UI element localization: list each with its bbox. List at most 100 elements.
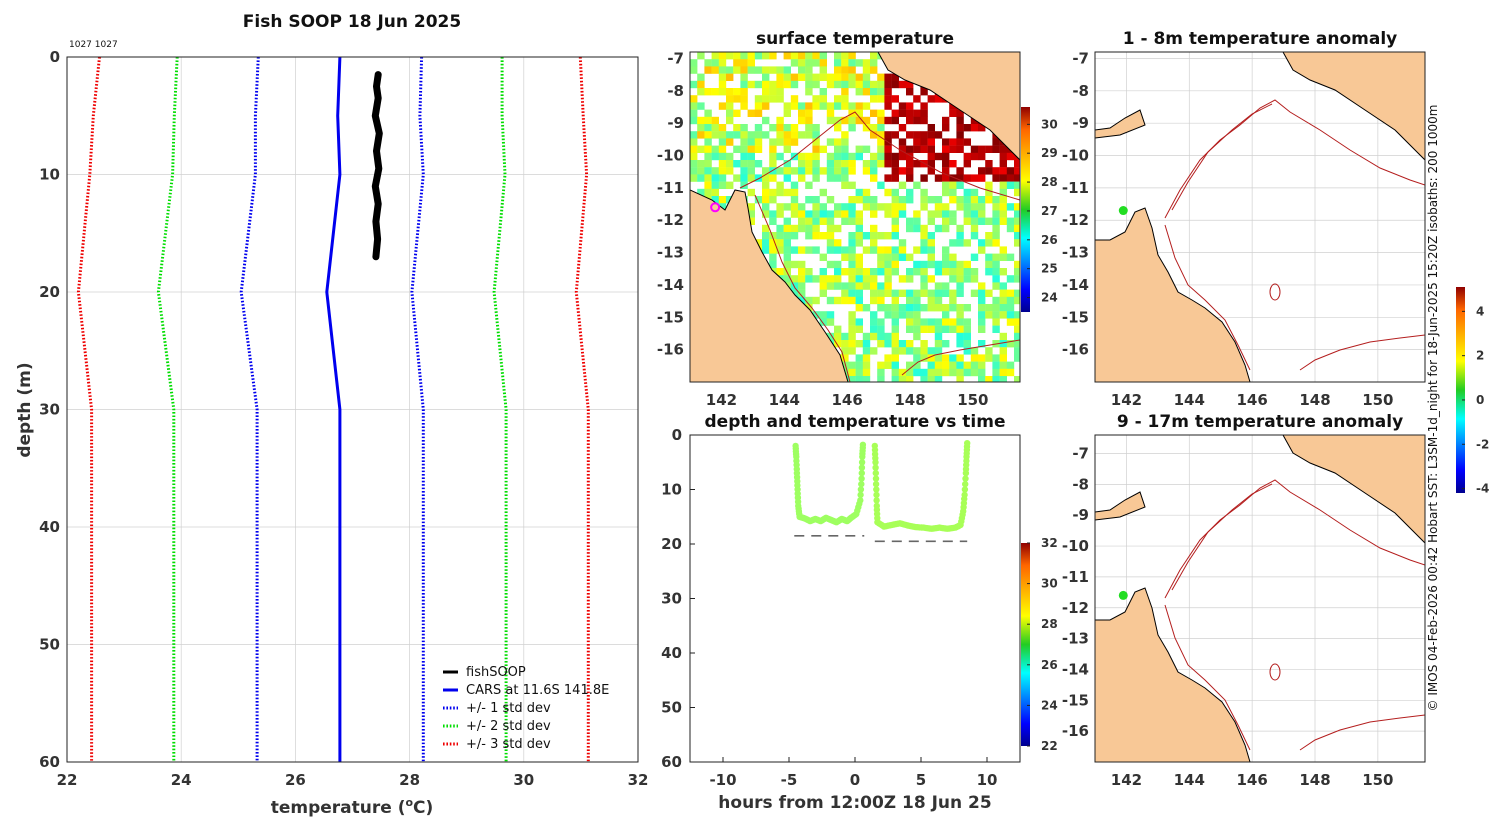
map-xtick-label: 148 — [1299, 771, 1330, 789]
anomaly-1-8m-png-land — [1095, 52, 1425, 161]
sst-pixel — [783, 217, 791, 225]
sst-pixel — [783, 109, 791, 117]
sst-pixel — [906, 88, 914, 96]
sst-pixel — [826, 332, 835, 341]
depth-time-point — [858, 469, 865, 477]
sst-pixel — [1006, 296, 1015, 305]
sst-pixel — [769, 232, 777, 240]
sst-pixel — [978, 239, 986, 247]
sst-pixel — [870, 52, 878, 60]
sst-pixel — [956, 325, 964, 333]
sst-pixel — [963, 196, 971, 204]
sst-pixel — [834, 152, 842, 161]
sst-pixel — [992, 232, 1000, 240]
sst-pixel — [718, 80, 727, 89]
sst-pixel — [949, 188, 957, 197]
sst-map-panel: surface temperature 142 144 146 148 150 -7 -8 -… — [657, 29, 1058, 409]
sst-pixel — [855, 109, 863, 117]
sst-pixel — [862, 167, 871, 175]
sst-pixel — [1006, 203, 1015, 211]
sst-pixel — [834, 210, 842, 218]
sst-pixel — [798, 152, 806, 161]
anomaly-9-17m-title: 9 - 17m temperature anomaly — [1117, 412, 1403, 432]
depth-time-series — [792, 440, 971, 543]
sst-pixel — [891, 203, 899, 211]
sst-pixel — [769, 52, 777, 60]
sst-pixel — [920, 109, 928, 117]
sst-pixel — [898, 376, 907, 382]
sst-pixel — [718, 131, 727, 139]
sst-pixel — [841, 131, 849, 139]
sst-pixel — [985, 311, 993, 319]
sst-pixel — [690, 145, 698, 153]
sst-pixel — [841, 88, 849, 96]
sst-pixel — [898, 347, 907, 355]
sst-pixel — [927, 246, 935, 254]
sst-pixel — [798, 131, 806, 139]
sst-pixel — [747, 217, 755, 225]
profile-ytick-label: 10 — [39, 166, 60, 184]
sst-pixel — [949, 361, 957, 369]
anomaly-1-8m-panel: 1 - 8m temperature anomaly 142 144 146 148 1… — [1062, 29, 1489, 496]
sst-pixel — [769, 152, 777, 161]
sst-pixel — [942, 354, 950, 362]
sst-pixel — [1006, 152, 1015, 161]
sst-pixel — [949, 253, 957, 261]
sst-pixel — [762, 102, 770, 110]
sst-pixel — [855, 282, 863, 290]
sst-pixel — [740, 88, 748, 96]
sst-pixel — [848, 73, 856, 81]
sst-pixel — [747, 131, 755, 139]
sst-pixel — [913, 131, 921, 139]
sst-pixel — [963, 239, 971, 247]
sst-pixel — [920, 203, 928, 211]
sst-pixel — [992, 203, 1000, 211]
profile-annotation: 1027 1027 — [69, 40, 118, 50]
sst-pixel — [848, 260, 856, 269]
map-xtick-label: 148 — [1299, 391, 1330, 409]
sst-pixel — [812, 59, 820, 67]
depth-time-xtick-label: 5 — [916, 771, 926, 789]
sst-pixel — [798, 268, 806, 276]
sst-pixel — [942, 224, 950, 233]
sst-pixel — [927, 95, 935, 103]
sst-pixel — [949, 160, 957, 168]
sst-pixel — [891, 160, 899, 168]
sst-pixel — [762, 167, 770, 175]
sst-pixel — [949, 289, 957, 297]
sst-pixel — [826, 109, 835, 117]
sst-pixel — [690, 131, 698, 139]
sst-pixel — [877, 260, 885, 269]
anomaly-colorbar-ticks: -4 -2 0 2 4 — [1462, 304, 1489, 496]
sst-pixel — [826, 232, 835, 240]
sst-pixel — [848, 66, 856, 74]
profile-xtick-label: 26 — [285, 771, 306, 789]
sst-pixel — [1006, 224, 1015, 233]
sst-pixel — [783, 174, 791, 182]
map-xtick-label: 150 — [1362, 391, 1393, 409]
depth-time-point — [872, 469, 879, 477]
sst-pixel — [970, 210, 979, 218]
sst-pixel — [819, 167, 827, 175]
map-ytick-label: -16 — [657, 341, 684, 359]
sst-pixel — [884, 160, 892, 168]
sst-pixel — [812, 196, 820, 204]
sst-pixel — [690, 160, 698, 168]
sst-pixel — [898, 304, 907, 312]
sst-pixel — [906, 131, 914, 139]
sst-pixel — [870, 289, 878, 297]
sst-pixel — [870, 66, 878, 74]
sst-pixel — [992, 138, 1000, 146]
sst-pixel — [949, 260, 957, 269]
profile-title: Fish SOOP 18 Jun 2025 — [243, 12, 461, 32]
sst-pixel — [848, 59, 856, 67]
sst-pixel — [718, 59, 727, 67]
sst-pixel — [769, 167, 777, 175]
depth-time-panel: depth and temperature vs time -10 -5 0 5 10 0… — [661, 412, 1058, 813]
sst-pixel — [805, 102, 813, 110]
sst-map-axes-box — [689, 51, 1021, 383]
profile-series-line — [371, 71, 383, 261]
sst-pixel — [754, 124, 763, 132]
sst-pixel — [762, 246, 770, 254]
sst-pixel — [920, 289, 928, 297]
